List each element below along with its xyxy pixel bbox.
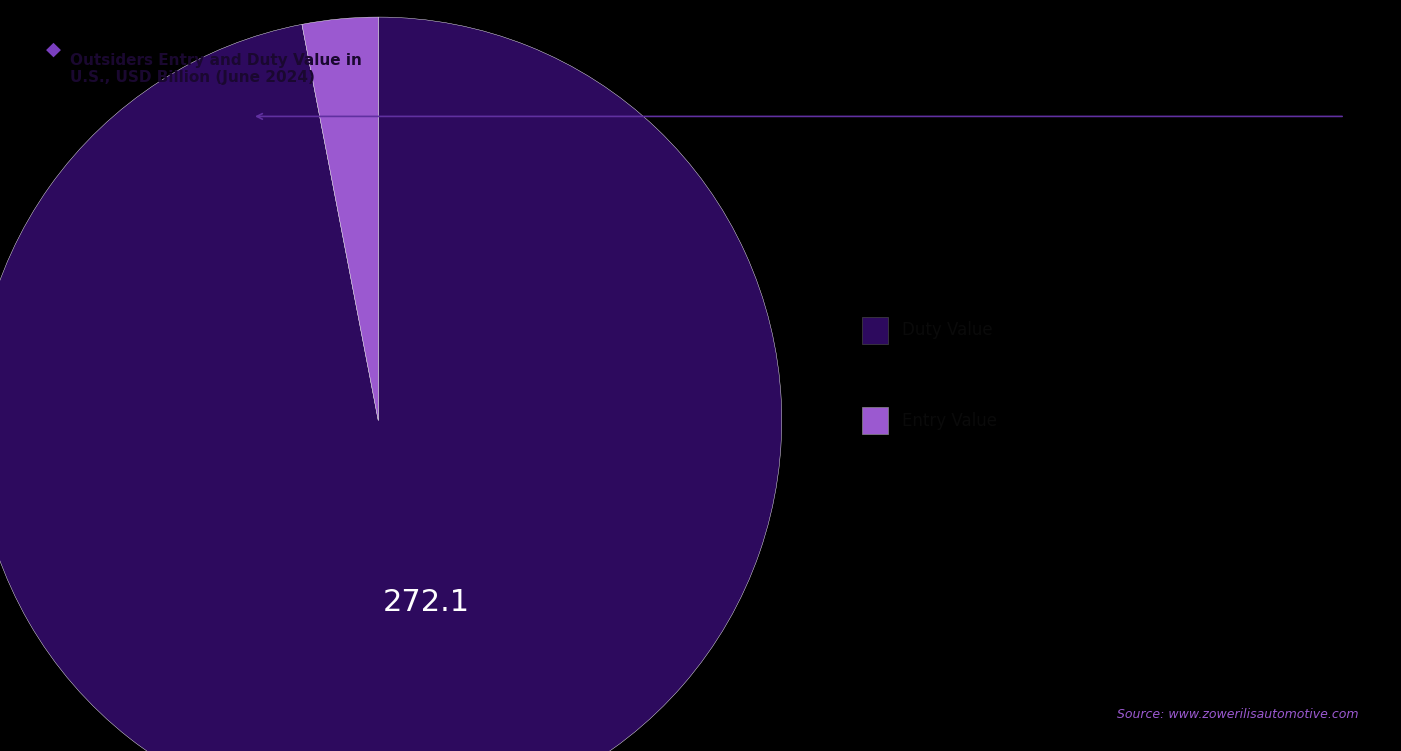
- Text: 272.1: 272.1: [382, 587, 471, 617]
- Text: Duty Value: Duty Value: [902, 321, 992, 339]
- Wedge shape: [0, 17, 782, 751]
- Text: ◆: ◆: [46, 39, 60, 59]
- Text: Outsiders Entry and Duty Value in
U.S., USD Billion (June 2024): Outsiders Entry and Duty Value in U.S., …: [70, 53, 361, 85]
- Wedge shape: [303, 17, 378, 421]
- Text: Entry Value: Entry Value: [902, 412, 998, 430]
- Text: Source: www.zowerilisautomotive.com: Source: www.zowerilisautomotive.com: [1118, 708, 1359, 721]
